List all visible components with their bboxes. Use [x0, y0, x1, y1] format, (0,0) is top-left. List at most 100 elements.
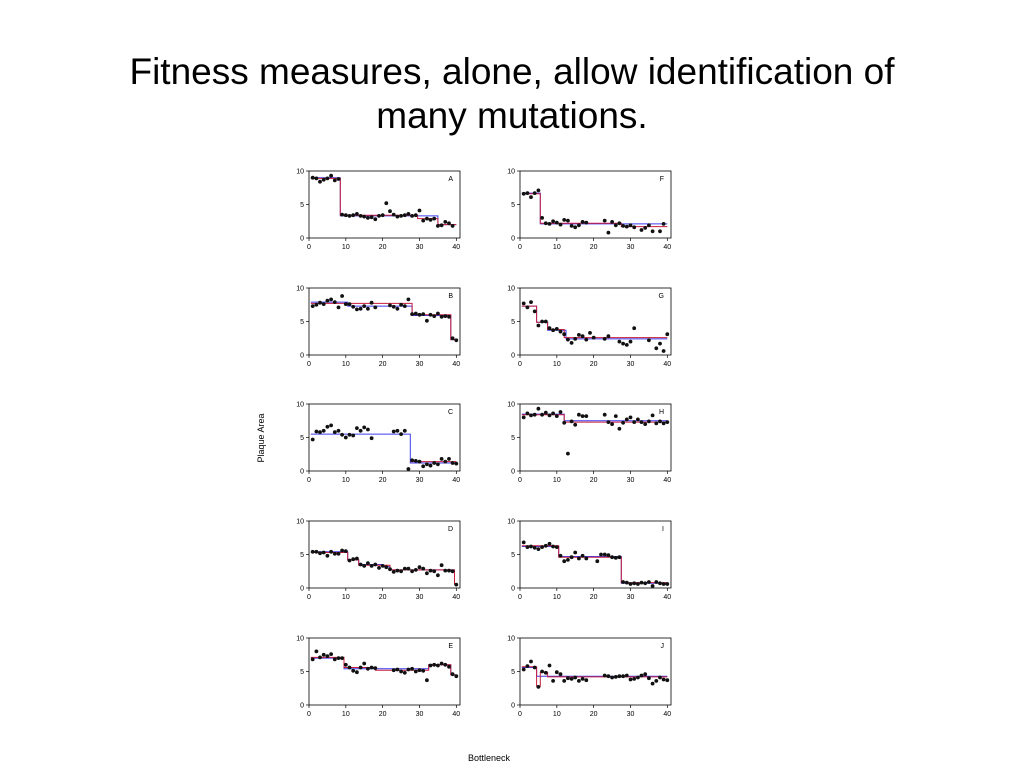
data-point	[525, 411, 530, 416]
data-point	[355, 426, 359, 430]
data-point	[428, 568, 433, 573]
data-point	[562, 679, 567, 683]
data-point	[647, 419, 651, 424]
data-point	[610, 555, 614, 560]
data-point	[450, 569, 455, 574]
data-point	[536, 547, 541, 551]
data-point	[340, 548, 344, 553]
x-tick-label: 0	[307, 711, 311, 718]
data-point	[588, 331, 592, 335]
panel-c: 0 5 10 0 10 20 30 40 C	[296, 402, 461, 484]
x-tick-label: 30	[627, 477, 635, 484]
data-point	[425, 678, 429, 683]
data-point	[613, 556, 618, 560]
data-point	[591, 335, 596, 340]
data-point	[551, 679, 555, 683]
data-point	[577, 223, 581, 228]
x-tick-label: 20	[590, 594, 598, 601]
panel-frame	[519, 170, 672, 239]
data-point	[314, 649, 319, 654]
data-point	[580, 414, 585, 418]
data-point	[336, 305, 341, 310]
data-point	[436, 663, 440, 668]
y-tick-label: 5	[511, 669, 515, 676]
x-tick-label: 40	[663, 361, 671, 368]
data-point	[358, 428, 363, 433]
data-point	[569, 677, 574, 681]
data-point	[554, 327, 559, 331]
data-point	[410, 666, 414, 671]
data-point	[558, 410, 563, 414]
data-point	[661, 222, 666, 226]
data-point	[613, 414, 618, 418]
y-tick-label: 0	[511, 703, 515, 710]
data-point	[421, 566, 426, 571]
data-point	[547, 413, 552, 418]
data-point	[343, 302, 348, 306]
x-tick-label: 20	[379, 711, 387, 718]
data-point	[310, 657, 315, 662]
data-point	[573, 225, 578, 230]
y-tick-label: 5	[511, 435, 515, 442]
x-tick-label: 30	[416, 711, 424, 718]
data-point	[543, 670, 548, 675]
data-point	[417, 312, 422, 317]
data-point	[606, 334, 611, 339]
data-point	[636, 675, 640, 680]
data-point	[347, 665, 352, 670]
data-point	[355, 556, 359, 561]
data-point	[617, 339, 622, 344]
data-point	[428, 312, 433, 317]
data-point	[343, 662, 348, 667]
data-point	[610, 422, 614, 426]
x-tick-label: 40	[663, 594, 671, 601]
data-point	[521, 667, 526, 672]
x-tick-label: 20	[590, 244, 598, 251]
data-point	[443, 459, 448, 464]
x-tick-label: 30	[416, 361, 424, 368]
data-point	[373, 562, 378, 567]
data-point	[577, 333, 581, 337]
data-point	[665, 582, 670, 586]
data-point	[421, 218, 426, 223]
data-point	[447, 221, 451, 226]
x-tick-label: 10	[342, 711, 350, 718]
data-point	[369, 300, 374, 305]
data-point	[428, 663, 433, 668]
x-tick-label: 10	[342, 244, 350, 251]
data-point	[661, 677, 666, 682]
data-point	[366, 216, 370, 220]
data-point	[602, 673, 607, 678]
data-point	[332, 551, 337, 556]
data-point	[399, 432, 403, 436]
data-point	[566, 558, 570, 562]
data-point	[421, 668, 426, 673]
y-tick-label: 10	[507, 402, 515, 409]
data-point	[413, 669, 418, 674]
data-point	[639, 228, 644, 232]
data-point	[639, 673, 644, 678]
data-point	[388, 303, 392, 308]
data-point	[340, 656, 344, 660]
data-point	[355, 670, 359, 675]
data-point	[632, 581, 637, 586]
data-point	[650, 413, 655, 418]
data-point	[540, 319, 544, 324]
data-point	[336, 428, 341, 433]
data-point	[554, 670, 559, 675]
data-point	[329, 549, 333, 554]
data-point	[347, 432, 352, 437]
data-point	[391, 570, 396, 574]
data-point	[536, 323, 541, 328]
data-point	[621, 674, 625, 679]
x-tick-label: 0	[307, 244, 311, 251]
data-point	[417, 565, 422, 570]
data-point	[580, 553, 585, 558]
data-point	[584, 556, 589, 561]
panel-label: E	[448, 643, 453, 650]
data-point	[332, 178, 337, 183]
data-point	[540, 412, 544, 417]
data-point	[358, 562, 363, 567]
data-point	[395, 667, 400, 672]
data-point	[610, 220, 614, 224]
